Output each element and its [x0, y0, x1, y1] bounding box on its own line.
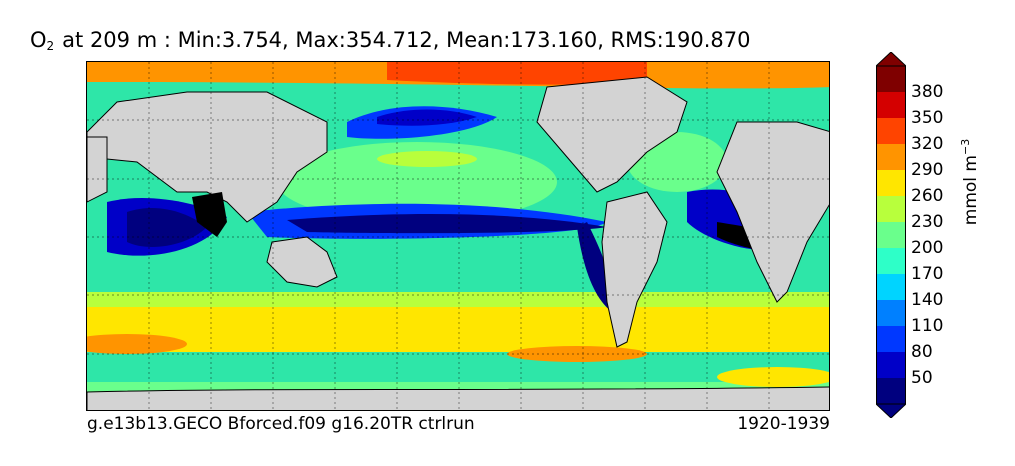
- ocean-map-svg: [87, 62, 829, 410]
- title-subscript: 2: [46, 39, 55, 53]
- colorbar-swatch: [876, 118, 906, 145]
- npac-gyre: [277, 142, 557, 222]
- graticule: [87, 62, 829, 410]
- colorbar-tick-label: 170: [911, 264, 944, 284]
- colorbar-tick-label: 140: [911, 290, 944, 310]
- arctic-red: [387, 62, 647, 85]
- colorbar-tick-label: 260: [911, 186, 944, 206]
- equatorial-pacific-core: [287, 214, 607, 234]
- run-name-label: g.e13b13.GECO Bforced.f09 g16.20TR ctrlr…: [87, 414, 475, 434]
- antarctica-land: [87, 386, 829, 410]
- colorbar-swatch: [876, 222, 906, 249]
- npac-subarctic-core: [377, 109, 477, 126]
- north-america-land: [536, 76, 688, 193]
- eurasia-land: [87, 91, 328, 223]
- orange-patch-sw: [87, 334, 187, 354]
- colorbar-swatch: [876, 170, 906, 197]
- colorbar-tick-label: 80: [911, 342, 933, 362]
- colorbar: [876, 52, 906, 418]
- colorbar-tick-label: 50: [911, 368, 933, 388]
- colorbar-tick-label: 110: [911, 316, 944, 336]
- colorbar-swatch: [876, 144, 906, 171]
- colorbar-extend-max: [876, 52, 906, 67]
- africa-west-edge: [87, 136, 108, 203]
- colorbar-tick-label: 200: [911, 238, 944, 258]
- bay-of-bengal: [192, 192, 227, 237]
- colorbar-unit-base: mmol m: [960, 155, 981, 226]
- colorbar-tick-label: 380: [911, 82, 944, 102]
- title-species: O: [30, 28, 47, 52]
- colorbar-unit-exp: −3: [959, 138, 973, 155]
- colorbar-unit: mmol m−3: [959, 139, 981, 225]
- peru-chile-omz: [577, 222, 614, 312]
- colorbar-swatch: [876, 248, 906, 275]
- yellow-patch-se: [717, 367, 829, 387]
- australia-land: [266, 236, 338, 288]
- colorbar-tick-label: 230: [911, 212, 944, 232]
- colorbar-extend-min: [876, 403, 906, 418]
- africa-land: [716, 121, 829, 303]
- colorbar-swatch: [876, 92, 906, 119]
- colorbar-tick-label: 320: [911, 134, 944, 154]
- colorbar-swatch: [876, 326, 906, 353]
- colorbar-tick-label: 290: [911, 160, 944, 180]
- colorbar-frame: [876, 65, 906, 405]
- colorbar-swatch: [876, 196, 906, 223]
- ocean-map: [86, 61, 830, 411]
- colorbar-tick-label: 350: [911, 108, 944, 128]
- title-stats: at 209 m : Min:3.754, Max:354.712, Mean:…: [62, 28, 751, 52]
- colorbar-swatch: [876, 66, 906, 93]
- map-title: O2 at 209 m : Min:3.754, Max:354.712, Mea…: [30, 28, 751, 53]
- npac-gyre-core: [377, 151, 477, 167]
- southern-band-yellow: [87, 307, 829, 352]
- period-label: 1920-1939: [737, 414, 830, 434]
- colorbar-swatch: [876, 274, 906, 301]
- south-america-land: [601, 191, 668, 348]
- colorbar-swatch: [876, 300, 906, 327]
- colorbar-swatch: [876, 378, 906, 405]
- colorbar-swatch: [876, 352, 906, 379]
